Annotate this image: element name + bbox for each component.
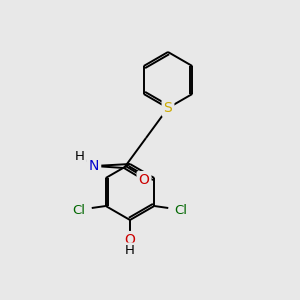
Text: H: H — [125, 244, 135, 257]
Text: O: O — [139, 173, 149, 187]
Text: S: S — [164, 101, 172, 115]
Text: N: N — [89, 159, 99, 173]
Text: Cl: Cl — [72, 203, 85, 217]
Text: O: O — [124, 233, 135, 247]
Text: Cl: Cl — [175, 203, 188, 217]
Text: H: H — [75, 149, 85, 163]
